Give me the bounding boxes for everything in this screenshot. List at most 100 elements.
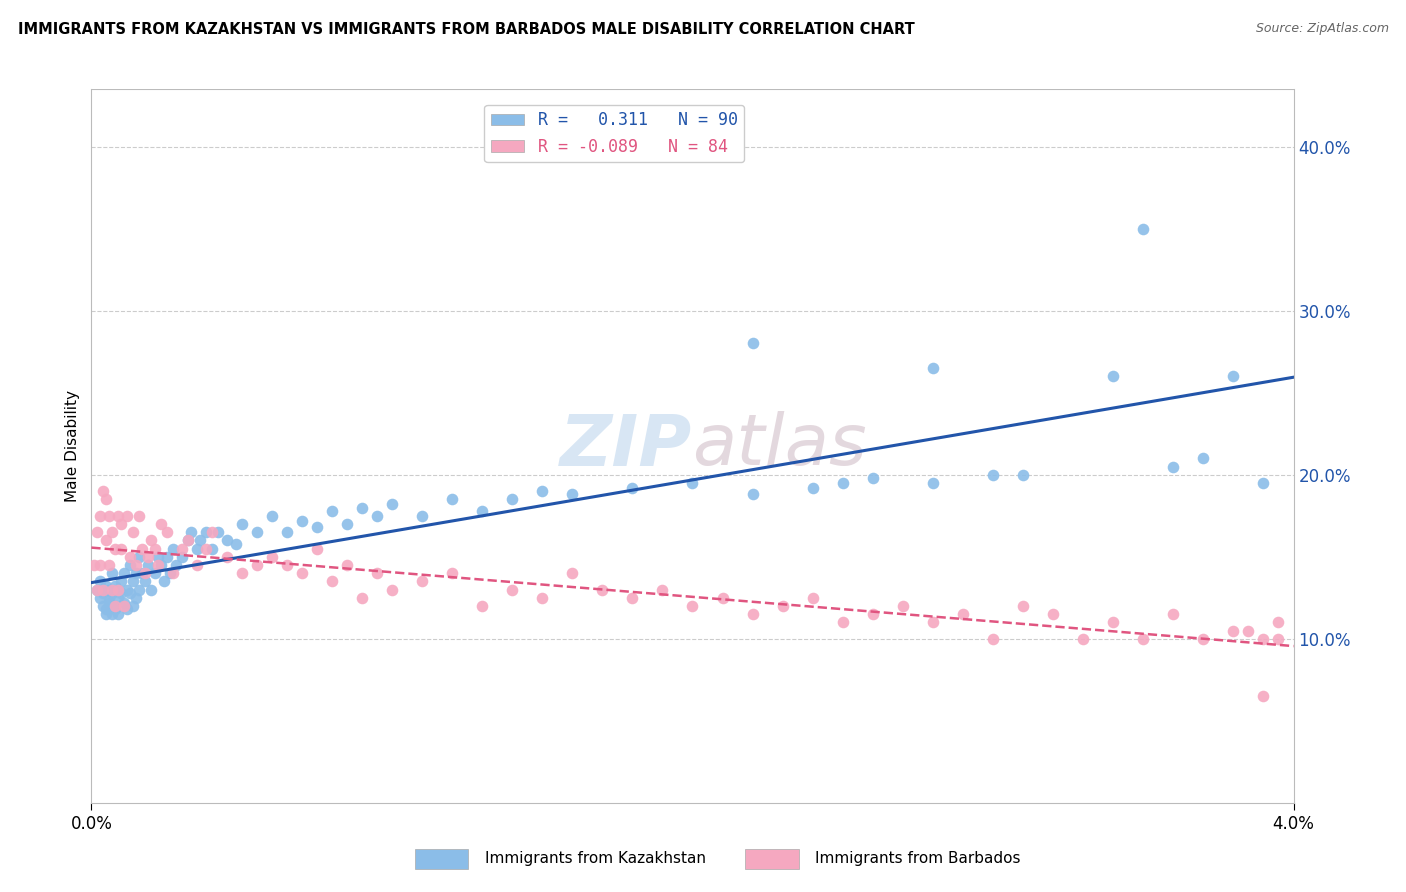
Point (104, 602, 127, 616)
Point (149, 516, 172, 531)
Point (96, 602, 118, 616)
Point (681, 475, 703, 490)
Point (96, 579, 118, 593)
Point (104, 579, 127, 593)
Point (110, 586, 132, 600)
Point (260, 549, 283, 564)
Point (201, 541, 224, 556)
Text: ZIP: ZIP (560, 411, 692, 481)
Point (170, 541, 193, 556)
Point (741, 607, 763, 622)
Point (1161, 607, 1184, 622)
Point (1042, 607, 1064, 622)
Point (411, 574, 433, 589)
Point (93, 582, 115, 597)
Point (501, 582, 523, 597)
Point (114, 596, 136, 610)
Point (107, 582, 129, 597)
Point (651, 582, 673, 597)
Point (1222, 369, 1244, 384)
Point (1253, 689, 1275, 703)
Point (801, 481, 824, 495)
Point (891, 599, 914, 613)
Point (194, 541, 217, 556)
Point (440, 566, 463, 581)
Point (134, 574, 156, 589)
Point (141, 533, 163, 548)
Point (1102, 369, 1125, 384)
Point (128, 582, 150, 597)
Point (104, 541, 127, 556)
Point (101, 582, 124, 597)
Point (531, 484, 554, 499)
Point (336, 558, 359, 572)
Point (1071, 632, 1094, 646)
Point (1253, 632, 1275, 646)
Point (125, 566, 148, 581)
Point (98, 596, 121, 610)
Point (1192, 632, 1215, 646)
Point (621, 481, 644, 495)
Point (621, 591, 644, 605)
Point (180, 525, 202, 540)
Point (561, 487, 583, 501)
Point (981, 632, 1004, 646)
Point (89, 574, 111, 589)
Point (114, 566, 136, 581)
Point (1192, 451, 1215, 466)
Point (276, 525, 298, 540)
Point (146, 558, 169, 572)
Text: Immigrants from Kazakhstan: Immigrants from Kazakhstan (485, 852, 706, 866)
Point (711, 591, 734, 605)
Point (471, 599, 494, 613)
Point (125, 558, 148, 572)
Point (86, 582, 108, 597)
Point (188, 533, 211, 548)
Point (122, 574, 145, 589)
Point (1267, 632, 1289, 646)
Point (155, 549, 177, 564)
Point (305, 541, 328, 556)
Point (952, 607, 974, 622)
Text: Source: ZipAtlas.com: Source: ZipAtlas.com (1256, 22, 1389, 36)
Point (1012, 467, 1035, 482)
Point (86, 525, 108, 540)
Point (260, 508, 283, 523)
Point (117, 508, 139, 523)
Point (93, 599, 115, 613)
Legend: R =   0.311   N = 90, R = -0.089   N = 84: R = 0.311 N = 90, R = -0.089 N = 84 (484, 104, 744, 162)
Point (98, 582, 121, 597)
Point (96, 492, 118, 507)
Point (89, 558, 111, 572)
Point (110, 516, 132, 531)
Point (350, 500, 373, 515)
Point (366, 508, 388, 523)
Point (101, 525, 124, 540)
Point (531, 591, 554, 605)
Point (98, 558, 121, 572)
Point (162, 566, 184, 581)
Point (101, 566, 124, 581)
Point (1132, 221, 1154, 235)
Point (471, 504, 494, 518)
Point (981, 467, 1004, 482)
Point (321, 504, 343, 518)
Point (110, 541, 132, 556)
Point (159, 566, 181, 581)
Point (155, 525, 177, 540)
Point (1102, 615, 1125, 630)
Point (215, 549, 238, 564)
Point (922, 361, 945, 376)
Point (101, 607, 124, 622)
Point (141, 582, 163, 597)
Y-axis label: Male Disability: Male Disability (65, 390, 80, 502)
Point (1267, 615, 1289, 630)
Point (1253, 475, 1275, 490)
Point (215, 533, 238, 548)
Point (862, 607, 884, 622)
Point (138, 558, 160, 572)
Point (120, 586, 142, 600)
Point (89, 508, 111, 523)
Point (305, 520, 328, 534)
Point (107, 582, 129, 597)
